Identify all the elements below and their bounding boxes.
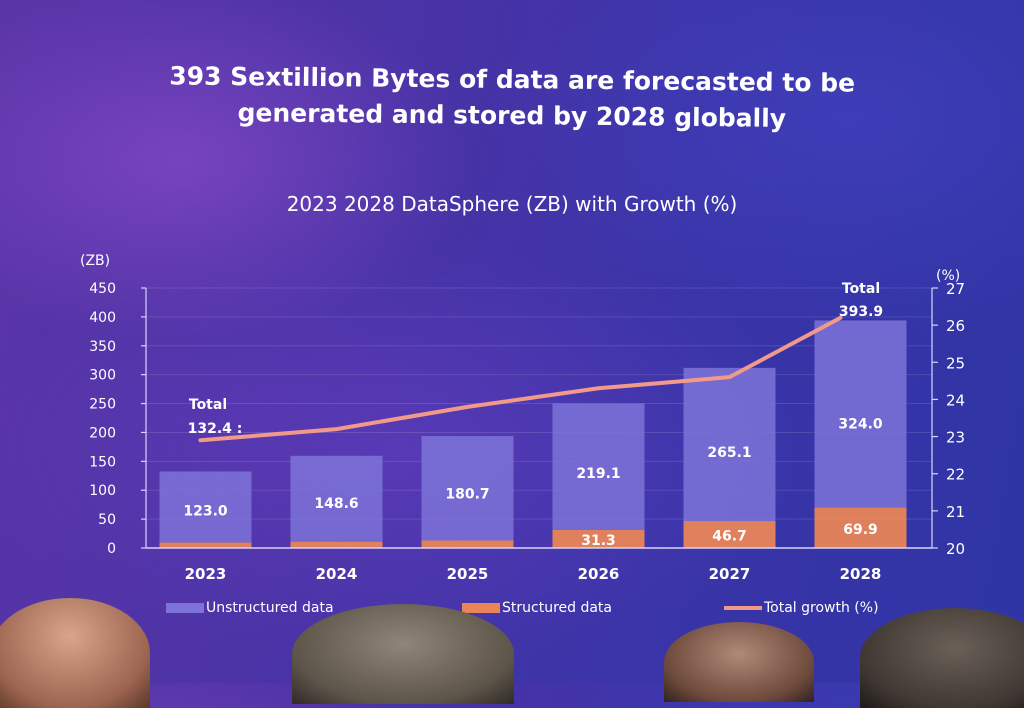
x-axis-tick-label: 2025 (447, 565, 489, 583)
data-label-unstructured: 219.1 (576, 466, 620, 482)
gridlines (146, 288, 932, 519)
right-axis-tick-label: 21 (946, 503, 965, 521)
x-axis-tick-label: 2023 (185, 565, 227, 583)
legend-swatch-unstructured (166, 603, 204, 613)
data-label-unstructured: 148.6 (314, 496, 358, 512)
left-axis-tick-label: 200 (89, 425, 116, 441)
total-annotation-2028-label: Total (842, 281, 880, 297)
left-axis-tick-label: 0 (107, 541, 116, 557)
left-axis-tick-label: 350 (89, 339, 116, 355)
right-axis-tick-label: 26 (946, 317, 965, 335)
data-label-unstructured: 123.0 (183, 504, 228, 520)
legend-unstructured: Unstructured data (166, 600, 334, 616)
data-label-unstructured: 324.0 (838, 416, 883, 432)
x-axis-tick-label: 2028 (840, 565, 882, 583)
total-annotation-2023-label: Total (189, 397, 227, 413)
x-axis-tick-label: 2027 (709, 565, 751, 583)
left-axis-unit: (ZB) (80, 253, 110, 269)
legend-swatch-growth (724, 606, 762, 610)
data-label-unstructured: 180.7 (445, 487, 489, 503)
right-axis-tick-label: 22 (946, 466, 965, 484)
legend-label-unstructured: Unstructured data (206, 600, 334, 616)
data-label-structured: 69.9 (843, 522, 878, 538)
right-axis-tick-label: 24 (946, 391, 965, 409)
left-axis-tick-label: 150 (89, 454, 116, 470)
right-axis-tick-label: 23 (946, 429, 965, 447)
right-axis-tick-label: 25 (946, 354, 965, 372)
left-axis-tick-label: 450 (89, 281, 116, 297)
left-axis-tick-label: 250 (89, 397, 116, 413)
bar-structured (291, 542, 383, 548)
right-axis-unit: (%) (936, 268, 960, 284)
left-axis-tick-label: 50 (98, 512, 116, 528)
bar-unstructured (815, 320, 907, 507)
bar-structured (422, 540, 514, 548)
data-labels: 123.0 148.6 180.7 219.1 31.3 265.1 46.7 324.0 69… (183, 281, 883, 549)
datasphere-chart: 0 50 100 150 200 250 300 350 400 450 (ZB) 20 21 22 23 2… (0, 0, 1024, 683)
legend-growth: Total growth (%) (724, 600, 879, 616)
left-axis-tick-label: 300 (89, 368, 116, 384)
left-axis-tick-label: 100 (89, 483, 116, 499)
left-axis-tick-label: 400 (89, 310, 116, 326)
data-label-structured: 31.3 (581, 533, 616, 549)
x-axis-tick-label: 2024 (316, 565, 358, 583)
legend-structured: Structured data (462, 600, 612, 616)
x-axis-tick-label: 2026 (578, 565, 620, 583)
legend-label-growth: Total growth (%) (764, 600, 879, 616)
total-annotation-2023-value: 132.4 : (188, 421, 243, 437)
legend-swatch-structured (462, 603, 500, 613)
legend-label-structured: Structured data (502, 600, 612, 616)
total-annotation-2028-value: 393.9 (839, 304, 883, 320)
bar-structured (160, 543, 252, 548)
right-axis-tick-label: 20 (946, 540, 965, 558)
data-label-unstructured: 265.1 (707, 445, 751, 461)
data-label-structured: 46.7 (712, 529, 747, 545)
